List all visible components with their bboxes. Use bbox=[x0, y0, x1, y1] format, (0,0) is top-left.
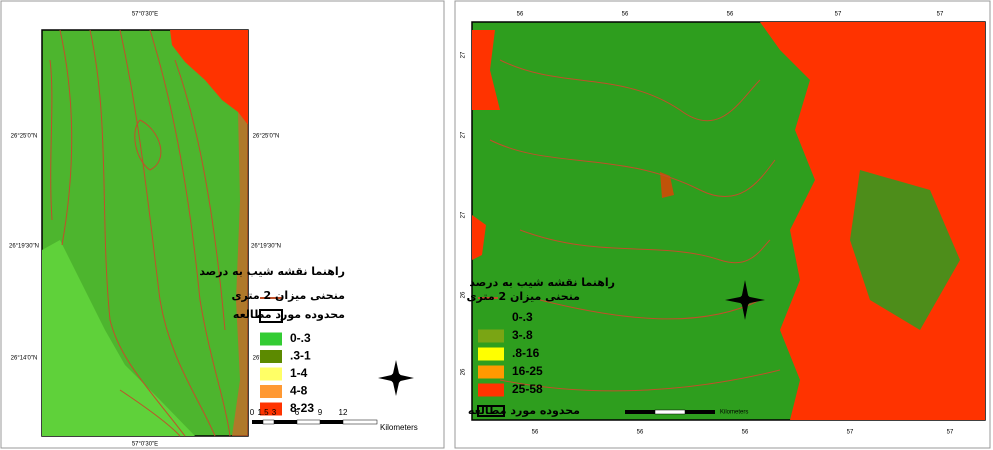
legend-label: محدوده مورد مطالعه bbox=[233, 308, 345, 321]
coord-label: 56 bbox=[727, 12, 734, 18]
scale-tick-label: 6 bbox=[295, 408, 300, 417]
coord-label: 57 bbox=[847, 430, 854, 436]
coord-label: 27 bbox=[461, 211, 467, 218]
legend-label: .3-1 bbox=[290, 349, 311, 363]
legend-swatch bbox=[260, 333, 282, 346]
coord-label: 56 bbox=[517, 12, 524, 18]
left-map: 57°0'30"E 57°0'30"E 26°25'0"N 26°19'30"N… bbox=[9, 12, 281, 448]
legend-swatch bbox=[478, 366, 504, 379]
legend-label: 16-25 bbox=[512, 364, 543, 378]
coord-label: 26°14'0"N bbox=[11, 356, 38, 362]
coord-label: 26°19'30"N bbox=[251, 244, 281, 250]
scale-seg bbox=[625, 410, 655, 414]
scale-seg bbox=[655, 410, 685, 414]
scale-seg bbox=[263, 420, 274, 424]
coord-label: 57 bbox=[947, 430, 954, 436]
scale-seg bbox=[343, 420, 377, 424]
legend-label: منحنی میزان 2 متری bbox=[466, 290, 580, 303]
coord-label: 27 bbox=[461, 51, 467, 58]
legend-label: .8-16 bbox=[512, 346, 540, 360]
legend-label: 0-.3 bbox=[290, 331, 311, 345]
scale-unit: Kilometers bbox=[720, 410, 748, 416]
coord-label: 56 bbox=[532, 430, 539, 436]
legend-label: 3-.8 bbox=[512, 328, 533, 342]
legend-swatch bbox=[478, 312, 504, 325]
scale-seg bbox=[320, 420, 343, 424]
legend-swatch bbox=[260, 350, 282, 363]
legend-swatch bbox=[260, 385, 282, 398]
scale-tick-label: 3 bbox=[272, 408, 277, 417]
legend-title: راهنما نقشه شیب به درصد bbox=[469, 276, 615, 289]
legend-label: 0-.3 bbox=[512, 310, 533, 324]
scale-seg bbox=[274, 420, 297, 424]
legend-label: 8-23 bbox=[290, 401, 314, 415]
coord-label: 27 bbox=[461, 131, 467, 138]
coord-label: 56 bbox=[622, 12, 629, 18]
scale-seg bbox=[685, 410, 715, 414]
legend-label: محدوده مورد مطالعه bbox=[468, 404, 580, 417]
legend-swatch bbox=[478, 330, 504, 343]
coord-label: 26°25'0"N bbox=[253, 134, 280, 140]
legend-title: راهنما نقشه شیب به درصد bbox=[199, 265, 345, 278]
coord-label: 56 bbox=[742, 430, 749, 436]
coord-label: 57 bbox=[835, 12, 842, 18]
legend-label: منحنی میزان 2 متری bbox=[231, 289, 345, 302]
coord-label: 57°0'30"E bbox=[132, 442, 158, 448]
scale-tick-label: 12 bbox=[339, 408, 348, 417]
coord-label: 26 bbox=[461, 368, 467, 375]
legend-swatch bbox=[478, 384, 504, 397]
legend-label: 25-58 bbox=[512, 382, 543, 396]
scale-unit: Kilometers bbox=[380, 423, 418, 432]
coord-label: 26°19'30"N bbox=[9, 244, 39, 250]
coord-label: 26°25'0"N bbox=[11, 134, 38, 140]
scale-seg bbox=[252, 420, 263, 424]
legend-swatch bbox=[260, 368, 282, 381]
scale-tick-label: 0 bbox=[250, 408, 255, 417]
coord-label: 56 bbox=[637, 430, 644, 436]
scale-tick-label: 9 bbox=[318, 408, 323, 417]
scale-tick-label: 1.5 bbox=[257, 408, 269, 417]
legend-label: 1-4 bbox=[290, 366, 308, 380]
legend-swatch bbox=[478, 348, 504, 361]
figure: 57°0'30"E 57°0'30"E 26°25'0"N 26°19'30"N… bbox=[0, 0, 993, 450]
coord-label: 57°0'30"E bbox=[132, 12, 158, 18]
scale-seg bbox=[297, 420, 320, 424]
legend-label: 4-8 bbox=[290, 384, 308, 398]
coord-label: 57 bbox=[937, 12, 944, 18]
